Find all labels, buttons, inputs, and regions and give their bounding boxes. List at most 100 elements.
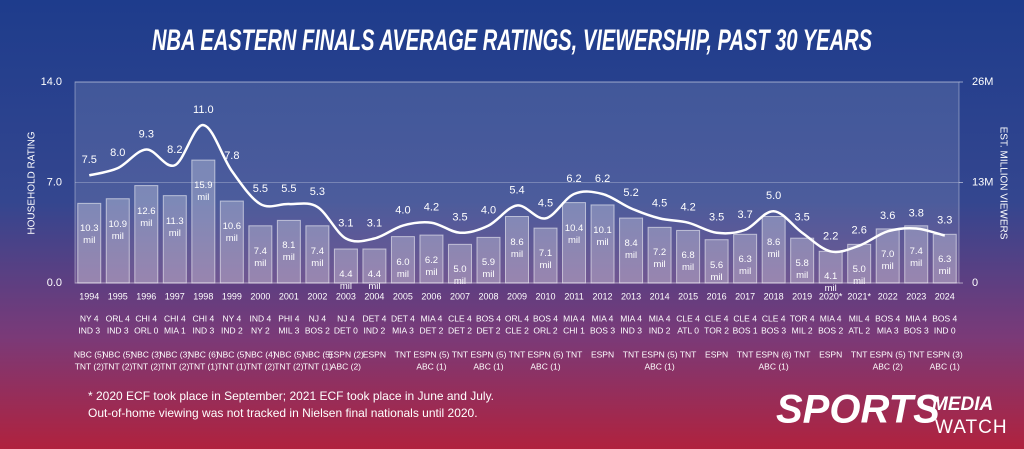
x-tick-label: 2020* [819,291,843,301]
bar [419,234,444,284]
network: ABC (1) [473,361,503,371]
matchup: IND 4 [249,313,271,323]
network: TNT [851,349,868,359]
bar-label: 5.0 mil [453,264,467,288]
x-tick-label: 1996 [136,291,156,301]
matchup: NY 4 [80,313,99,323]
point-label: 3.5 [795,212,810,224]
point-label: 6.2 [566,173,581,185]
bar-label: 6.3 mil [738,254,752,278]
bar [248,225,273,284]
network: TNT (1) [217,361,246,371]
x-tick-label: 2021* [847,291,871,301]
matchup: MIA 1 [164,325,186,335]
network: TNT (1) [303,361,332,371]
bar-label: 8.6 mil [767,236,781,260]
matchup: ATL 2 [848,325,870,335]
bar [447,243,472,284]
point-label: 5.5 [253,183,268,195]
bar-label: 5.9 mil [481,257,496,281]
point-label: 4.5 [652,197,667,209]
matchup: CLE 4 [705,313,729,323]
matchup: ORL 4 [106,313,131,323]
bar-label: 10.1 mil [593,224,612,248]
network: TNT [452,349,469,359]
network: NBC (3) [159,349,190,359]
network: TNT (2) [274,361,303,371]
network: TNT (1) [189,361,218,371]
network: ABC (1) [644,361,674,371]
matchup: NJ 4 [337,313,355,323]
logo: MEDIA [932,394,993,415]
bar-label: 7.4 mil [310,245,324,269]
network: NBC (4) [245,349,276,359]
bar-label: 8.4 mil [624,238,638,262]
network: NBC (5) [302,349,333,359]
matchup: IND 2 [649,325,671,335]
network: ESPN (3) [927,349,963,359]
network: TNT (2) [160,361,189,371]
y2-tick-label: 13M [972,176,993,188]
matchup: MIL 4 [849,313,870,323]
matchup: CHI 4 [164,313,186,323]
point-label: 3.1 [367,217,382,229]
network: ESPN (5) [642,349,678,359]
point-label: 4.5 [538,197,553,209]
matchup: NJ 4 [309,313,327,323]
bar-label: 5.8 mil [795,258,809,282]
point-label: 4.0 [481,204,496,216]
x-tick-label: 2000 [250,291,270,301]
network: ABC (1) [930,361,960,371]
bar [134,185,159,284]
matchup: BOS 4 [533,313,558,323]
point-label: 3.5 [709,212,724,224]
bar-label: 5.0 mil [852,264,866,288]
matchup: DET 2 [477,325,501,335]
point-label: 11.0 [193,104,214,116]
bar [305,225,330,284]
matchup: DET 4 [391,313,415,323]
network: ESPN [705,349,728,359]
matchup: BOS 4 [476,313,501,323]
bar [761,216,786,284]
point-label: 5.5 [281,183,296,195]
matchup: CLE 4 [762,313,786,323]
footnote: Out-of-home viewing was not tracked in N… [88,406,478,420]
network: ESPN [819,349,842,359]
bar-label: 10.3 mil [80,223,99,247]
network: ABC (1) [416,361,446,371]
matchup: MIA 4 [563,313,585,323]
matchup: IND 3 [107,325,129,335]
point-label: 2.2 [823,230,838,242]
bar [733,233,758,284]
point-label: 2.6 [852,225,867,237]
x-tick-label: 2018 [764,291,784,301]
bar-label: 15.9 mil [194,180,213,204]
matchup: NY 4 [222,313,241,323]
network: NBC (5) [274,349,305,359]
bar-label: 7.4 mil [253,245,267,269]
network: TNT [737,349,754,359]
network: TNT (2) [246,361,275,371]
network: ESPN (2) [328,349,364,359]
x-tick-label: 2005 [393,291,413,301]
network: ESPN [591,349,614,359]
matchup: IND 3 [78,325,100,335]
network: ABC (1) [759,361,789,371]
point-label: 3.5 [452,212,467,224]
matchup: ATL 0 [677,325,699,335]
network: ESPN (5) [528,349,564,359]
bar [562,202,587,284]
matchup: TOR 2 [704,325,729,335]
bar [276,219,301,284]
footnote: * 2020 ECF took place in September; 2021… [88,389,494,403]
network: NBC (5) [216,349,247,359]
bar [390,236,415,284]
x-tick-label: 2017 [735,291,755,301]
network: ESPN (5) [870,349,906,359]
network: TNT (2) [103,361,132,371]
matchup: IND 0 [934,325,956,335]
bar [191,159,216,284]
matchup: BOS 2 [818,325,843,335]
point-label: 5.4 [509,184,524,196]
